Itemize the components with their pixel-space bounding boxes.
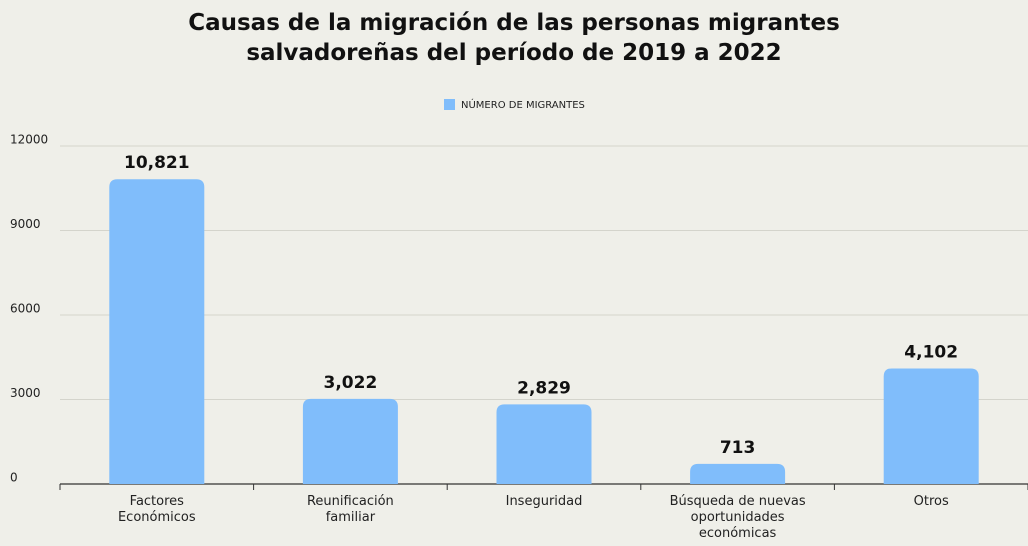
bar (690, 463, 786, 484)
y-tick-label: 0 (10, 471, 18, 485)
bar (883, 368, 979, 484)
x-tick-label: Otros (913, 494, 949, 509)
bar (496, 404, 592, 484)
data-label: 4,102 (904, 342, 958, 362)
legend-label: NÚMERO DE MIGRANTES (461, 98, 585, 111)
x-tick-label: Inseguridad (505, 494, 583, 509)
data-label: 713 (720, 438, 756, 458)
y-tick-label: 9000 (10, 217, 41, 231)
x-tick-label: Factores Económicos (117, 494, 196, 525)
bar (302, 398, 398, 484)
y-tick-label: 12000 (10, 133, 48, 147)
data-label: 2,829 (517, 378, 571, 398)
x-tick-label: Reunificación familiar (306, 494, 394, 525)
y-tick-label: 3000 (10, 386, 41, 400)
data-label: 3,022 (324, 373, 378, 393)
legend-swatch (444, 99, 455, 110)
x-tick-label: Búsqueda de nuevas oportunidades económi… (669, 494, 806, 541)
y-tick-label: 6000 (10, 302, 41, 316)
data-label: 10,821 (124, 153, 190, 173)
bar (109, 179, 205, 484)
chart-title: Causas de la migración de las personas m… (188, 10, 840, 66)
